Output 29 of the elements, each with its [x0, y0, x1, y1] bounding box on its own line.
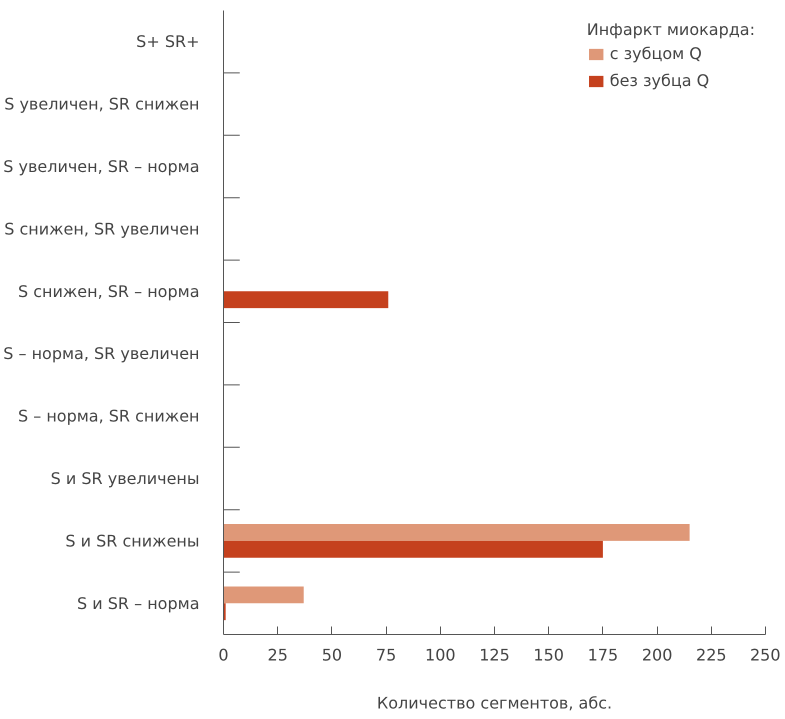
x-tick-label: 25	[268, 646, 288, 664]
bar	[224, 524, 690, 541]
x-tick-label: 250	[750, 646, 781, 664]
y-tick-label: S и SR снижены	[65, 531, 200, 550]
y-tick-label: S увеличен, SR – норма	[3, 157, 200, 176]
x-tick-label: 0	[218, 646, 229, 664]
y-tick-label: S+ SR+	[136, 32, 200, 52]
x-axis-title: Количество сегментов, абс.	[376, 694, 612, 712]
x-tick-label: 175	[588, 646, 618, 664]
y-tick-label: S и SR – норма	[77, 594, 200, 613]
x-tick-label: 225	[696, 646, 727, 664]
bar	[224, 291, 388, 308]
y-tick-label: S снижен, SR увеличен	[4, 219, 200, 238]
legend-label: без зубца Q	[610, 71, 710, 90]
y-tick-label: S – норма, SR снижен	[18, 406, 200, 426]
bar	[224, 586, 304, 604]
x-tick-label: 125	[479, 646, 510, 664]
legend-title: Инфаркт миокарда:	[586, 20, 755, 39]
y-tick-label: S и SR увеличены	[50, 469, 200, 488]
y-tick-label: S снижен, SR – норма	[18, 282, 200, 301]
x-tick-label: 75	[376, 646, 396, 664]
legend-label: с зубцом Q	[610, 44, 702, 63]
y-tick-label: S увеличен, SR снижен	[4, 94, 200, 114]
x-tick-label: 150	[533, 646, 564, 664]
x-tick-label: 100	[425, 646, 456, 664]
x-tick-label: 50	[322, 646, 342, 664]
bar	[224, 540, 603, 558]
y-tick-label: S – норма, SR увеличен	[3, 344, 200, 364]
x-tick-label: 200	[642, 646, 672, 664]
